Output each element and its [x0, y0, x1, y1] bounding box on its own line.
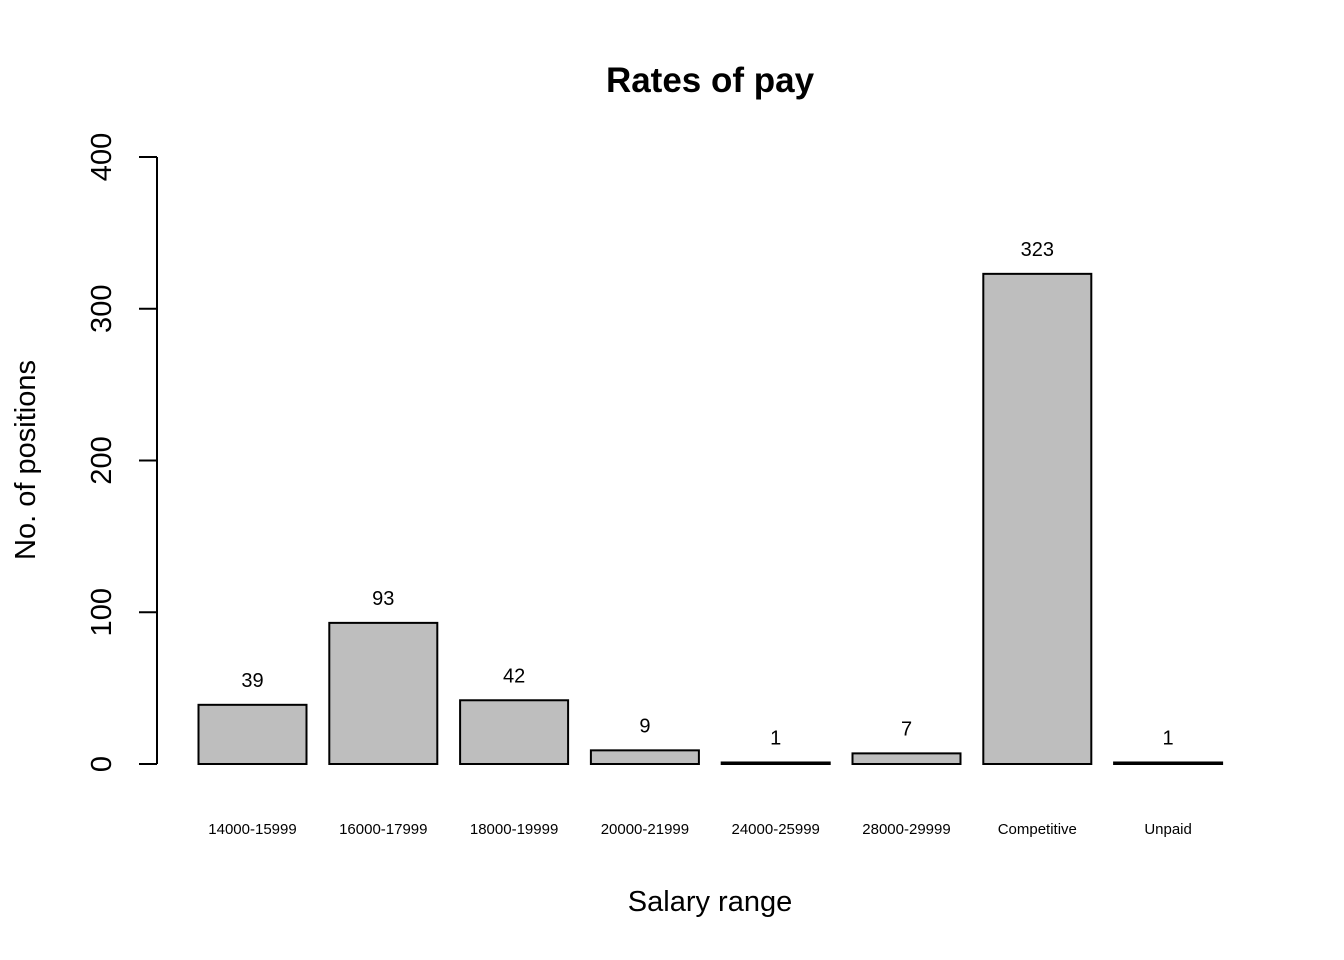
chart-title: Rates of pay — [606, 61, 815, 100]
y-tick-label: 0 — [86, 756, 118, 772]
bar — [982, 272, 1093, 765]
data-label: 323 — [1021, 239, 1054, 261]
y-tick-label: 200 — [86, 436, 118, 484]
data-label: 1 — [1163, 727, 1174, 749]
y-axis: 0 100 200 300 400 — [86, 133, 158, 772]
bar — [328, 621, 439, 765]
bar — [589, 749, 700, 766]
category-label: 16000-17999 — [339, 821, 427, 838]
category-label: 20000-21999 — [601, 821, 689, 838]
data-label: 39 — [241, 670, 263, 692]
y-tick-label: 100 — [86, 588, 118, 636]
bar — [720, 761, 831, 765]
bars-group — [197, 272, 1224, 766]
bar — [459, 699, 570, 766]
category-label: Unpaid — [1144, 821, 1192, 838]
data-label: 42 — [503, 665, 525, 687]
x-axis-label: Salary range — [628, 886, 792, 918]
data-label: 93 — [372, 588, 394, 610]
bar — [851, 752, 962, 766]
y-tick-label: 400 — [86, 133, 118, 181]
category-labels-group: 14000-15999 16000-17999 18000-19999 20000-2… — [208, 821, 1192, 838]
data-label: 1 — [770, 727, 781, 749]
category-label: Competitive — [998, 821, 1077, 838]
bar — [1113, 761, 1224, 765]
category-label: 18000-19999 — [470, 821, 558, 838]
category-label: 28000-29999 — [862, 821, 950, 838]
category-label: 24000-25999 — [731, 821, 819, 838]
bar — [197, 703, 308, 766]
data-label: 7 — [901, 718, 912, 740]
category-label: 14000-15999 — [208, 821, 296, 838]
data-label: 9 — [639, 715, 650, 737]
data-labels-group: 39 93 42 9 1 7 323 1 — [241, 239, 1173, 750]
y-tick-label: 300 — [86, 285, 118, 333]
y-axis-label: No. of positions — [10, 360, 42, 560]
